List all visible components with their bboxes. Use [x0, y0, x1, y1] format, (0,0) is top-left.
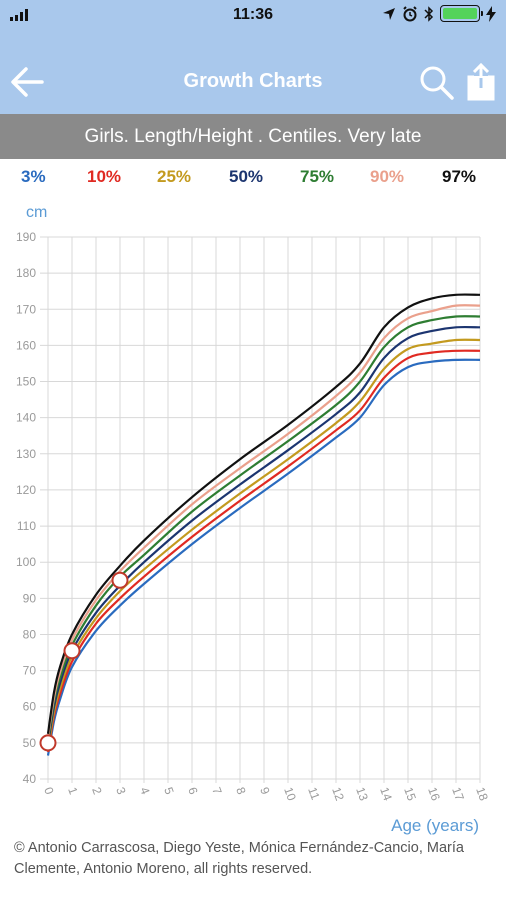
y-tick-label: 130 [16, 447, 36, 461]
y-tick-label: 60 [23, 700, 37, 714]
y-tick-label: 170 [16, 302, 36, 316]
x-tick-label: 14 [377, 785, 395, 803]
growth-chart[interactable]: 4050607080901001101201301401501601701801… [0, 195, 506, 835]
centile-line-25 [46, 338, 481, 749]
x-tick-label: 2 [89, 785, 105, 796]
alarm-clock-icon [403, 5, 417, 21]
x-tick-label: 1 [65, 785, 81, 796]
location-arrow-icon [383, 7, 395, 20]
x-tick-label: 7 [209, 785, 225, 796]
x-tick-label: 17 [449, 785, 467, 803]
status-icons [382, 5, 496, 22]
legend-item-10: 10% [87, 167, 122, 186]
x-tick-label: 13 [353, 785, 371, 803]
measurement-point[interactable] [63, 642, 81, 660]
battery-icon [440, 5, 483, 22]
centile-legend: 3% 10% 25% 50% 75% 90% 97% [0, 159, 506, 195]
share-icon[interactable] [464, 62, 498, 102]
x-tick-label: 9 [257, 785, 273, 796]
centile-line-3 [46, 358, 481, 756]
y-tick-label: 100 [16, 555, 36, 569]
top-bar: 11:36 Growth Charts [0, 0, 506, 114]
measurement-point[interactable] [39, 734, 57, 752]
legend-item-3: 3% [21, 167, 46, 186]
y-tick-label: 160 [16, 338, 36, 352]
status-time: 11:36 [232, 6, 274, 23]
x-tick-label: 18 [473, 785, 491, 803]
y-tick-label: 90 [23, 591, 37, 605]
bluetooth-icon [424, 5, 434, 22]
legend-item-25: 25% [157, 167, 192, 186]
x-tick-label: 11 [305, 785, 323, 802]
measurement-point[interactable] [111, 571, 129, 589]
y-tick-label: 140 [16, 411, 36, 425]
x-tick-label: 12 [329, 785, 347, 803]
charging-bolt-icon [486, 5, 496, 22]
back-arrow-icon[interactable] [8, 64, 48, 100]
y-tick-label: 120 [16, 483, 36, 497]
page-title: Growth Charts [183, 70, 323, 92]
x-tick-label: 10 [281, 785, 299, 803]
x-tick-label: 15 [401, 785, 419, 803]
x-tick-label: 5 [161, 785, 177, 796]
y-tick-label: 190 [16, 230, 36, 244]
signal-icon [10, 9, 28, 21]
x-tick-label: 16 [425, 785, 443, 803]
y-tick-label: 110 [17, 519, 36, 533]
legend-item-50: 50% [229, 167, 264, 186]
navigation-bar: Growth Charts [0, 50, 506, 114]
y-tick-label: 70 [23, 664, 37, 678]
y-axis-label: cm [26, 204, 47, 221]
x-tick-label: 0 [41, 785, 57, 796]
y-tick-label: 80 [23, 627, 37, 641]
y-tick-label: 180 [16, 266, 36, 280]
y-tick-label: 40 [23, 772, 37, 786]
x-tick-label: 8 [233, 785, 249, 796]
legend-item-90: 90% [370, 167, 405, 186]
y-tick-label: 50 [23, 736, 37, 750]
legend-item-75: 75% [300, 167, 335, 186]
x-axis-label: Age (years) [391, 816, 479, 835]
status-bar: 11:36 [0, 0, 506, 30]
x-tick-label: 6 [185, 785, 201, 796]
x-tick-label: 4 [137, 785, 153, 796]
chart-subtitle: Girls. Length/Height . Centiles. Very la… [0, 114, 506, 159]
centile-line-50 [46, 325, 481, 745]
centile-line-10 [46, 349, 481, 753]
x-tick-label: 3 [113, 785, 129, 796]
y-tick-label: 150 [16, 375, 36, 389]
legend-item-97: 97% [442, 167, 477, 186]
search-icon[interactable] [418, 64, 456, 102]
copyright-notice: © Antonio Carrascosa, Diego Yeste, Mónic… [14, 840, 464, 877]
